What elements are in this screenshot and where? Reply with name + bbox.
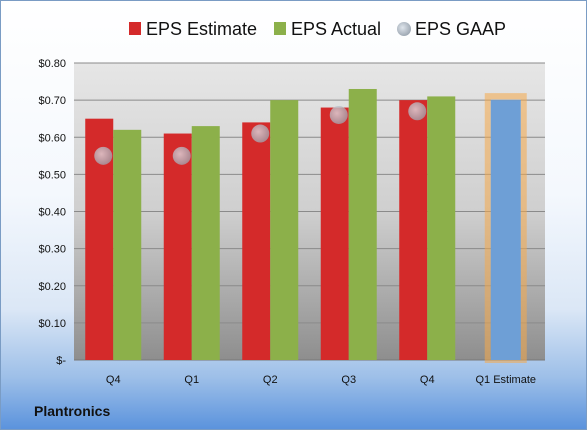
gridlines [74,62,545,361]
bar-eps-estimate [399,100,428,360]
marker-eps-gaap [408,102,427,121]
y-tick-label: $0.70 [38,95,66,107]
marker-eps-gaap [94,146,113,165]
legend-label-eps-actual: EPS Actual [291,19,381,39]
bar-eps-estimate [320,107,349,360]
y-tick-label: $0.60 [38,132,66,144]
bar-eps-actual [427,96,456,360]
x-category-q4: Q4 [420,374,435,386]
bar-eps-estimate [242,122,271,361]
legend-swatch-eps-actual [274,22,286,35]
y-tick-label: $- [56,355,66,367]
x-category-q3: Q3 [341,374,356,386]
y-tick-label: $0.50 [38,169,66,181]
legend: EPS Estimate EPS Actual EPS GAAP [129,19,506,39]
bars [85,88,527,363]
x-category-q2: Q2 [263,374,278,386]
x-category-q1: Q1 [184,374,199,386]
legend-label-eps-estimate: EPS Estimate [146,19,257,39]
bar-eps-actual [113,129,142,360]
bar-q1-estimate [490,100,521,360]
y-tick-label: $0.80 [38,58,66,70]
marker-eps-gaap [172,146,191,165]
y-tick-label: $0.30 [38,244,66,256]
legend-label-eps-gaap: EPS GAAP [415,19,506,39]
y-axis-ticks: $- $0.10 $0.20 $0.30 $0.40 $0.50 $0.60 $0.70 $0.… [38,58,66,367]
x-axis-categories: Q4 Q1 Q2 Q3 Q4 Q1 Estimate [106,374,536,386]
x-category-q4: Q4 [106,374,121,386]
y-tick-label: $0.20 [38,281,66,293]
y-tick-label: $0.10 [38,318,66,330]
bar-eps-estimate [163,133,192,360]
marker-eps-gaap [329,105,348,124]
gaap-markers [94,102,427,165]
legend-swatch-eps-estimate [129,22,141,35]
bar-eps-actual [270,100,299,360]
bar-eps-actual [191,126,220,360]
marker-eps-gaap [251,124,270,143]
x-category-q1-estimate: Q1 Estimate [475,374,536,386]
bar-eps-actual [348,88,377,361]
company-name: Plantronics [34,403,111,419]
y-tick-label: $0.40 [38,207,66,219]
legend-swatch-eps-gaap [397,22,411,36]
